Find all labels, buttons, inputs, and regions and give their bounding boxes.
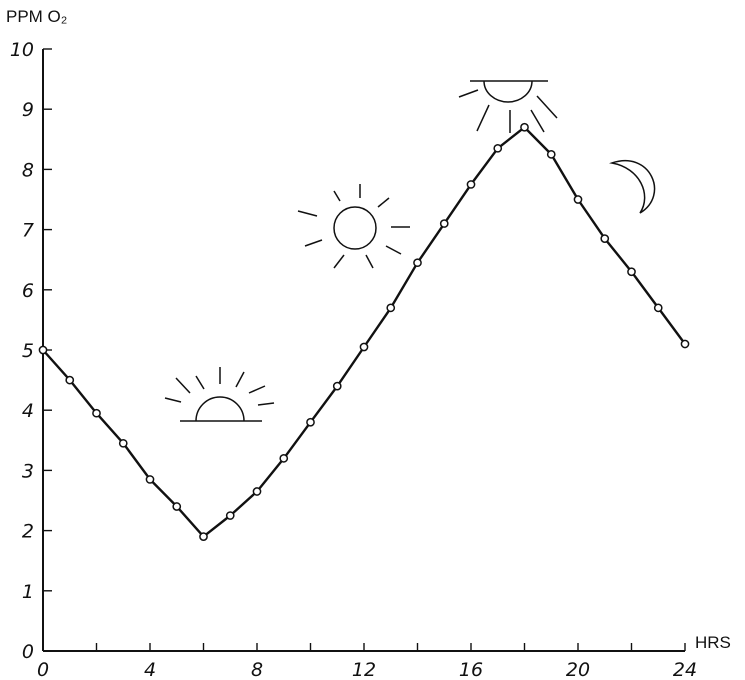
ticks [43, 48, 686, 652]
data-point [359, 342, 369, 352]
data-point [118, 438, 128, 448]
data-point [520, 122, 529, 132]
data-point [92, 408, 101, 418]
series [38, 122, 690, 541]
data-point [199, 532, 208, 541]
x-tick-label: 4 [144, 659, 156, 680]
data-point [653, 303, 663, 313]
y-tick-label: 6 [22, 280, 34, 302]
data-points [38, 122, 690, 541]
data-point [546, 150, 556, 159]
x-tick-label: 24 [673, 659, 697, 680]
sunrise-icon [164, 367, 275, 422]
data-point [466, 180, 476, 189]
y-tick-label: 10 [10, 39, 34, 61]
x-tick-label: 8 [251, 659, 263, 680]
y-tick-label: 3 [22, 460, 34, 482]
data-point [145, 475, 155, 484]
data-point [386, 303, 396, 313]
data-point [225, 511, 235, 520]
y-tick-label: 5 [22, 340, 34, 362]
series-line [41, 126, 687, 538]
y-tick-label: 8 [22, 159, 34, 181]
y-tick-label: 7 [22, 220, 34, 242]
sun-icon [297, 184, 410, 269]
x-tick-label: 16 [459, 659, 483, 680]
y-tick-label: 0 [22, 641, 34, 663]
y-tick-label: 2 [22, 521, 34, 543]
data-point [332, 381, 342, 391]
noon-sun-icon [458, 80, 558, 133]
y-tick-label: 4 [22, 400, 34, 422]
moon-icon [609, 160, 656, 214]
y-axis-title: PPM O₂ [6, 7, 67, 26]
data-point [600, 234, 610, 243]
data-point [172, 502, 182, 511]
data-point [439, 219, 449, 228]
data-point [65, 375, 75, 385]
data-point [38, 345, 48, 355]
y-tick-label: 1 [22, 581, 34, 603]
data-point [573, 195, 583, 204]
data-point [252, 487, 262, 496]
data-point [279, 454, 289, 463]
data-point [413, 258, 422, 268]
x-axis-title: HRS [695, 633, 731, 652]
y-tick-label: 9 [22, 99, 34, 121]
data-point [493, 143, 503, 153]
x-tick-label: 0 [37, 659, 49, 680]
x-tick-label: 12 [352, 659, 376, 680]
data-point [306, 417, 315, 427]
data-point [627, 267, 636, 277]
x-tick-label: 20 [566, 659, 590, 680]
data-point [680, 339, 690, 349]
